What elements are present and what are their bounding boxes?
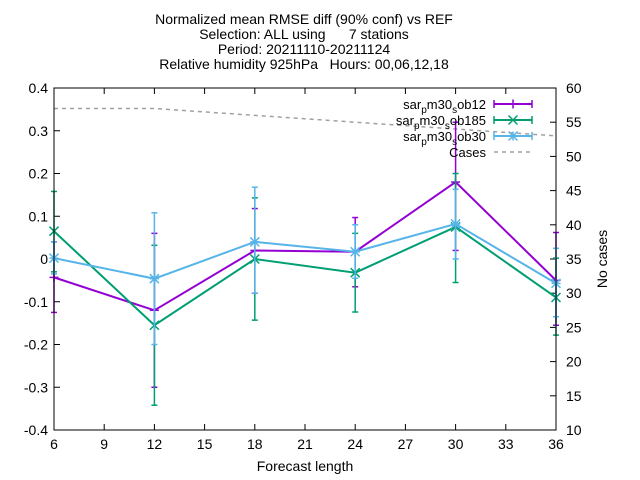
y-left-tick-label: 0.4 [29,80,49,96]
y-right-tick-label: 40 [566,217,582,233]
y-left-tick-label: -0.1 [24,294,48,310]
data-point-marker [249,236,260,247]
x-tick-label: 15 [197,436,213,452]
title-line: Selection: ALL using 7 stations [199,26,409,42]
x-tick-label: 12 [147,436,163,452]
legend-label: sarpm30sob12 [403,97,486,116]
x-tick-label: 6 [50,436,58,452]
title-line: Normalized mean RMSE diff (90% conf) vs … [155,11,453,27]
y-left-tick-label: -0.3 [24,379,48,395]
y-left-tick-label: 0.2 [29,166,49,182]
y-right-axis-label: No cases [594,230,610,288]
x-tick-label: 30 [448,436,464,452]
x-tick-label: 36 [548,436,564,452]
plot-frame [53,87,557,431]
y-right-tick-label: 55 [566,114,582,130]
title-line: Relative humidity 925hPa Hours: 00,06,12… [159,56,449,72]
x-tick-label: 33 [498,436,514,452]
x-axis-label: Forecast length [257,458,354,474]
y-right-tick-label: 15 [566,388,582,404]
y-right-tick-label: 20 [566,354,582,370]
y-right-tick-label: 45 [566,183,582,199]
x-tick-label: 21 [297,436,313,452]
y-left-tick-label: 0.3 [29,123,49,139]
y-left-tick-label: 0.1 [29,208,49,224]
y-right-tick-label: 10 [566,422,582,438]
legend: sarpm30sob12sarpm30sob185sarpm30sob30Cas… [396,97,533,160]
series-1 [49,121,561,388]
data-point-marker [507,130,519,142]
x-tick-label: 18 [247,436,263,452]
data-point-marker [149,273,160,284]
y-left-tick-label: -0.4 [24,422,48,438]
data-point-marker [350,246,361,257]
series-layer [48,121,562,406]
legend-label: sarpm30sob30 [403,129,486,148]
x-tick-label: 9 [100,436,108,452]
data-point-marker [450,218,461,229]
y-right-tick-labels: 10 15 20 25 30 35 40 45 50 55 60 [566,80,582,438]
y-right-tick-label: 30 [566,285,582,301]
x-tick-label: 24 [347,436,363,452]
legend-label: Cases [449,145,486,160]
y-left-tick-label: -0.2 [24,337,48,353]
series-2 [48,172,562,406]
y-right-tick-label: 60 [566,80,582,96]
title-line: Period: 20211110-20211124 [218,41,391,57]
y-left-tick-label: 0 [40,251,48,267]
cases-layer [54,107,557,137]
data-point-marker [507,114,519,126]
series-line [53,180,557,312]
series-line [53,222,557,285]
chart-title: Normalized mean RMSE diff (90% conf) vs … [155,11,453,72]
y-left-tick-labels: -0.4 -0.3 -0.2 -0.1 0 0.1 0.2 0.3 0.4 [24,80,48,438]
x-tick-labels: 6 9 12 15 18 21 24 27 30 33 36 [50,436,564,452]
series-line [53,225,557,327]
legend-label: sarpm30sob185 [396,113,486,132]
x-tick-label: 27 [398,436,414,452]
y-right-tick-label: 50 [566,148,582,164]
y-right-tick-label: 25 [566,319,582,335]
cases-line [54,107,557,137]
y-right-tick-label: 35 [566,251,582,267]
